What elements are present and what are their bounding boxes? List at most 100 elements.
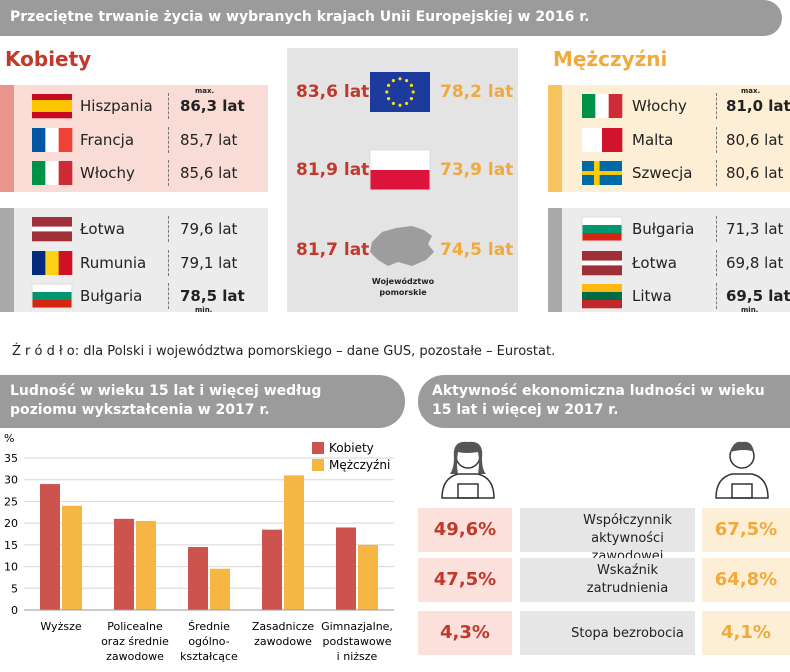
women-value: 49,6%: [433, 519, 497, 540]
value: 80,6 lat: [726, 164, 784, 182]
men-value: 73,9 lat: [440, 160, 514, 180]
women-cell: [418, 611, 512, 655]
flag: [581, 216, 623, 242]
flag-part: [32, 300, 72, 309]
value: 79,6 lat: [180, 220, 238, 238]
legend-swatch: [312, 442, 324, 454]
icon-bag: [731, 483, 753, 499]
header-bar: [0, 0, 782, 36]
country: Francja: [80, 130, 135, 149]
flag: [582, 284, 622, 309]
flag-part: [370, 150, 430, 171]
panel-strip: [0, 208, 14, 312]
x-tick-label: Zasadnicze zawodowe: [252, 620, 315, 648]
panel-strip: [0, 85, 14, 192]
bar: [358, 544, 378, 610]
label-cell: [520, 558, 695, 602]
flag-star: [411, 90, 415, 94]
flag-part: [32, 226, 72, 232]
flag: [369, 149, 431, 191]
flag-star: [391, 78, 395, 83]
icon-hair: [450, 441, 486, 474]
flag-part: [582, 233, 622, 242]
flag-star: [409, 97, 414, 101]
flag-star: [409, 83, 414, 87]
y-tick-label: 20: [4, 517, 18, 530]
bar: [210, 568, 230, 610]
x-tick-line: podstawowe: [323, 635, 392, 648]
x-tick-line: ogólno-: [188, 635, 229, 648]
panel-strip: [548, 208, 562, 312]
separator: [168, 216, 169, 242]
bar: [284, 475, 304, 610]
separator: [716, 93, 717, 119]
x-tick-line: Policealne: [107, 620, 163, 633]
separator: [716, 216, 717, 242]
flag-part: [45, 161, 59, 185]
region-label: Województwo pomorskie: [371, 277, 435, 297]
country: Hiszpania: [80, 97, 153, 115]
label-cell: [520, 508, 695, 552]
max-label: max.: [741, 87, 761, 95]
min-label: min.: [195, 306, 213, 314]
bar: [114, 518, 134, 610]
flag-part: [32, 100, 72, 107]
country: Szwecja: [632, 164, 693, 182]
flag-star: [386, 97, 391, 101]
value: 80,6 lat: [726, 130, 784, 149]
flag-part: [32, 112, 72, 119]
women-value: 81,9 lat: [296, 160, 370, 180]
person-icon: [441, 441, 495, 499]
x-tick-line: i niższe: [337, 650, 378, 663]
country: Łotwa: [632, 253, 677, 272]
country: Rumunia: [80, 253, 147, 272]
men-value: 4,1%: [721, 622, 771, 643]
chart-title: Ludność w wieku 15 lat i więcej według p…: [10, 383, 322, 418]
separator: [716, 160, 717, 186]
activity-title-bar: [418, 375, 790, 428]
country: Łotwa: [80, 220, 125, 238]
flag-border: [369, 149, 431, 191]
x-tick-label: Wyższe: [40, 620, 81, 633]
flag-star: [398, 103, 402, 107]
men-cell: [702, 508, 790, 552]
x-tick-line: kształcące: [180, 650, 238, 663]
x-tick-label: Policealne oraz średnie zawodowe: [101, 620, 169, 663]
flag-part: [32, 127, 46, 152]
flag-part: [32, 217, 72, 223]
separator: [168, 160, 169, 186]
panel-strip: [548, 85, 562, 192]
icon-body: [441, 473, 495, 499]
flag-part: [582, 264, 622, 270]
flag-part: [582, 225, 622, 234]
y-tick-label: 30: [4, 474, 18, 487]
flag-part: [582, 255, 622, 261]
value: 69,8 lat: [726, 253, 784, 272]
flag: [370, 72, 430, 112]
source: Ź r ó d ł o: dla Polski i województwa po…: [12, 344, 556, 359]
flag: [32, 127, 73, 152]
legend-label: Mężczyźni: [329, 458, 390, 472]
country: Litwa: [632, 287, 672, 305]
men-value: 74,5 lat: [440, 240, 514, 260]
bar: [336, 527, 356, 610]
x-tick-line: Zasadnicze: [252, 620, 315, 633]
x-tick-label: Średnie ogólno-kształcące: [180, 620, 238, 663]
flag-part: [602, 127, 623, 152]
flag: [32, 217, 72, 242]
separator: [168, 283, 169, 309]
men-value: 78,2 lat: [440, 82, 514, 102]
bar: [188, 547, 208, 610]
y-tick-label: 35: [4, 452, 18, 465]
men-cell: [702, 558, 790, 602]
icon-hair: [730, 441, 754, 452]
legend-swatch: [312, 459, 324, 471]
flag: [582, 250, 622, 275]
flag: [32, 161, 73, 185]
flag-part: [32, 250, 46, 275]
value: 86,3 lat: [180, 97, 245, 115]
chart-title-bar: [0, 375, 405, 428]
flag-part: [45, 250, 59, 275]
country: Włochy: [80, 164, 135, 182]
bar: [40, 484, 60, 610]
